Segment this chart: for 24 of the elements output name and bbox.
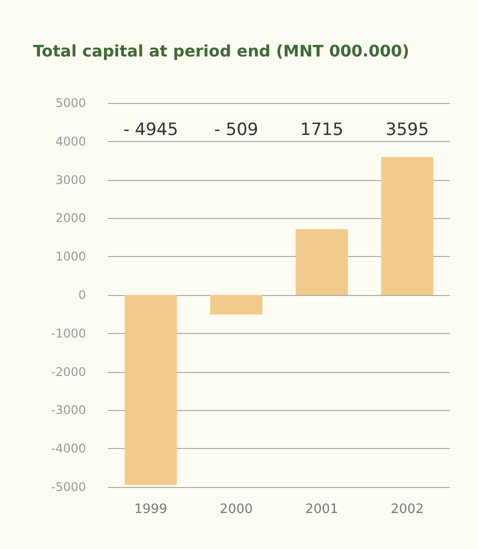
y-tick-label: -5000 — [51, 480, 86, 494]
y-tick-label: 3000 — [55, 172, 86, 187]
y-tick-label: 0 — [78, 288, 86, 302]
y-tick-label: 1000 — [55, 250, 86, 264]
x-tick-label: 2002 — [390, 502, 424, 517]
x-tick-label: 2001 — [305, 502, 338, 517]
x-tick-label: 2000 — [220, 502, 253, 517]
y-tick-label: -3000 — [51, 403, 86, 418]
bar — [124, 295, 177, 485]
y-tick-label: 4000 — [55, 134, 86, 148]
annotation: - 509 — [214, 120, 258, 140]
x-tick-label: 1999 — [134, 502, 168, 517]
chart-title: Total capital at period end (MNT 000.000) — [33, 42, 410, 60]
y-tick-label: 5000 — [55, 96, 86, 110]
y-tick-label: -4000 — [51, 442, 86, 456]
annotation: 1715 — [300, 120, 344, 140]
annotation: - 4945 — [123, 120, 178, 140]
y-tick-label: 2000 — [55, 211, 86, 226]
bar — [210, 295, 262, 315]
bar — [296, 229, 348, 295]
y-tick-label: -2000 — [51, 364, 86, 379]
bar — [381, 156, 434, 295]
annotation: 3595 — [386, 120, 429, 140]
y-tick-label: -1000 — [51, 326, 86, 340]
